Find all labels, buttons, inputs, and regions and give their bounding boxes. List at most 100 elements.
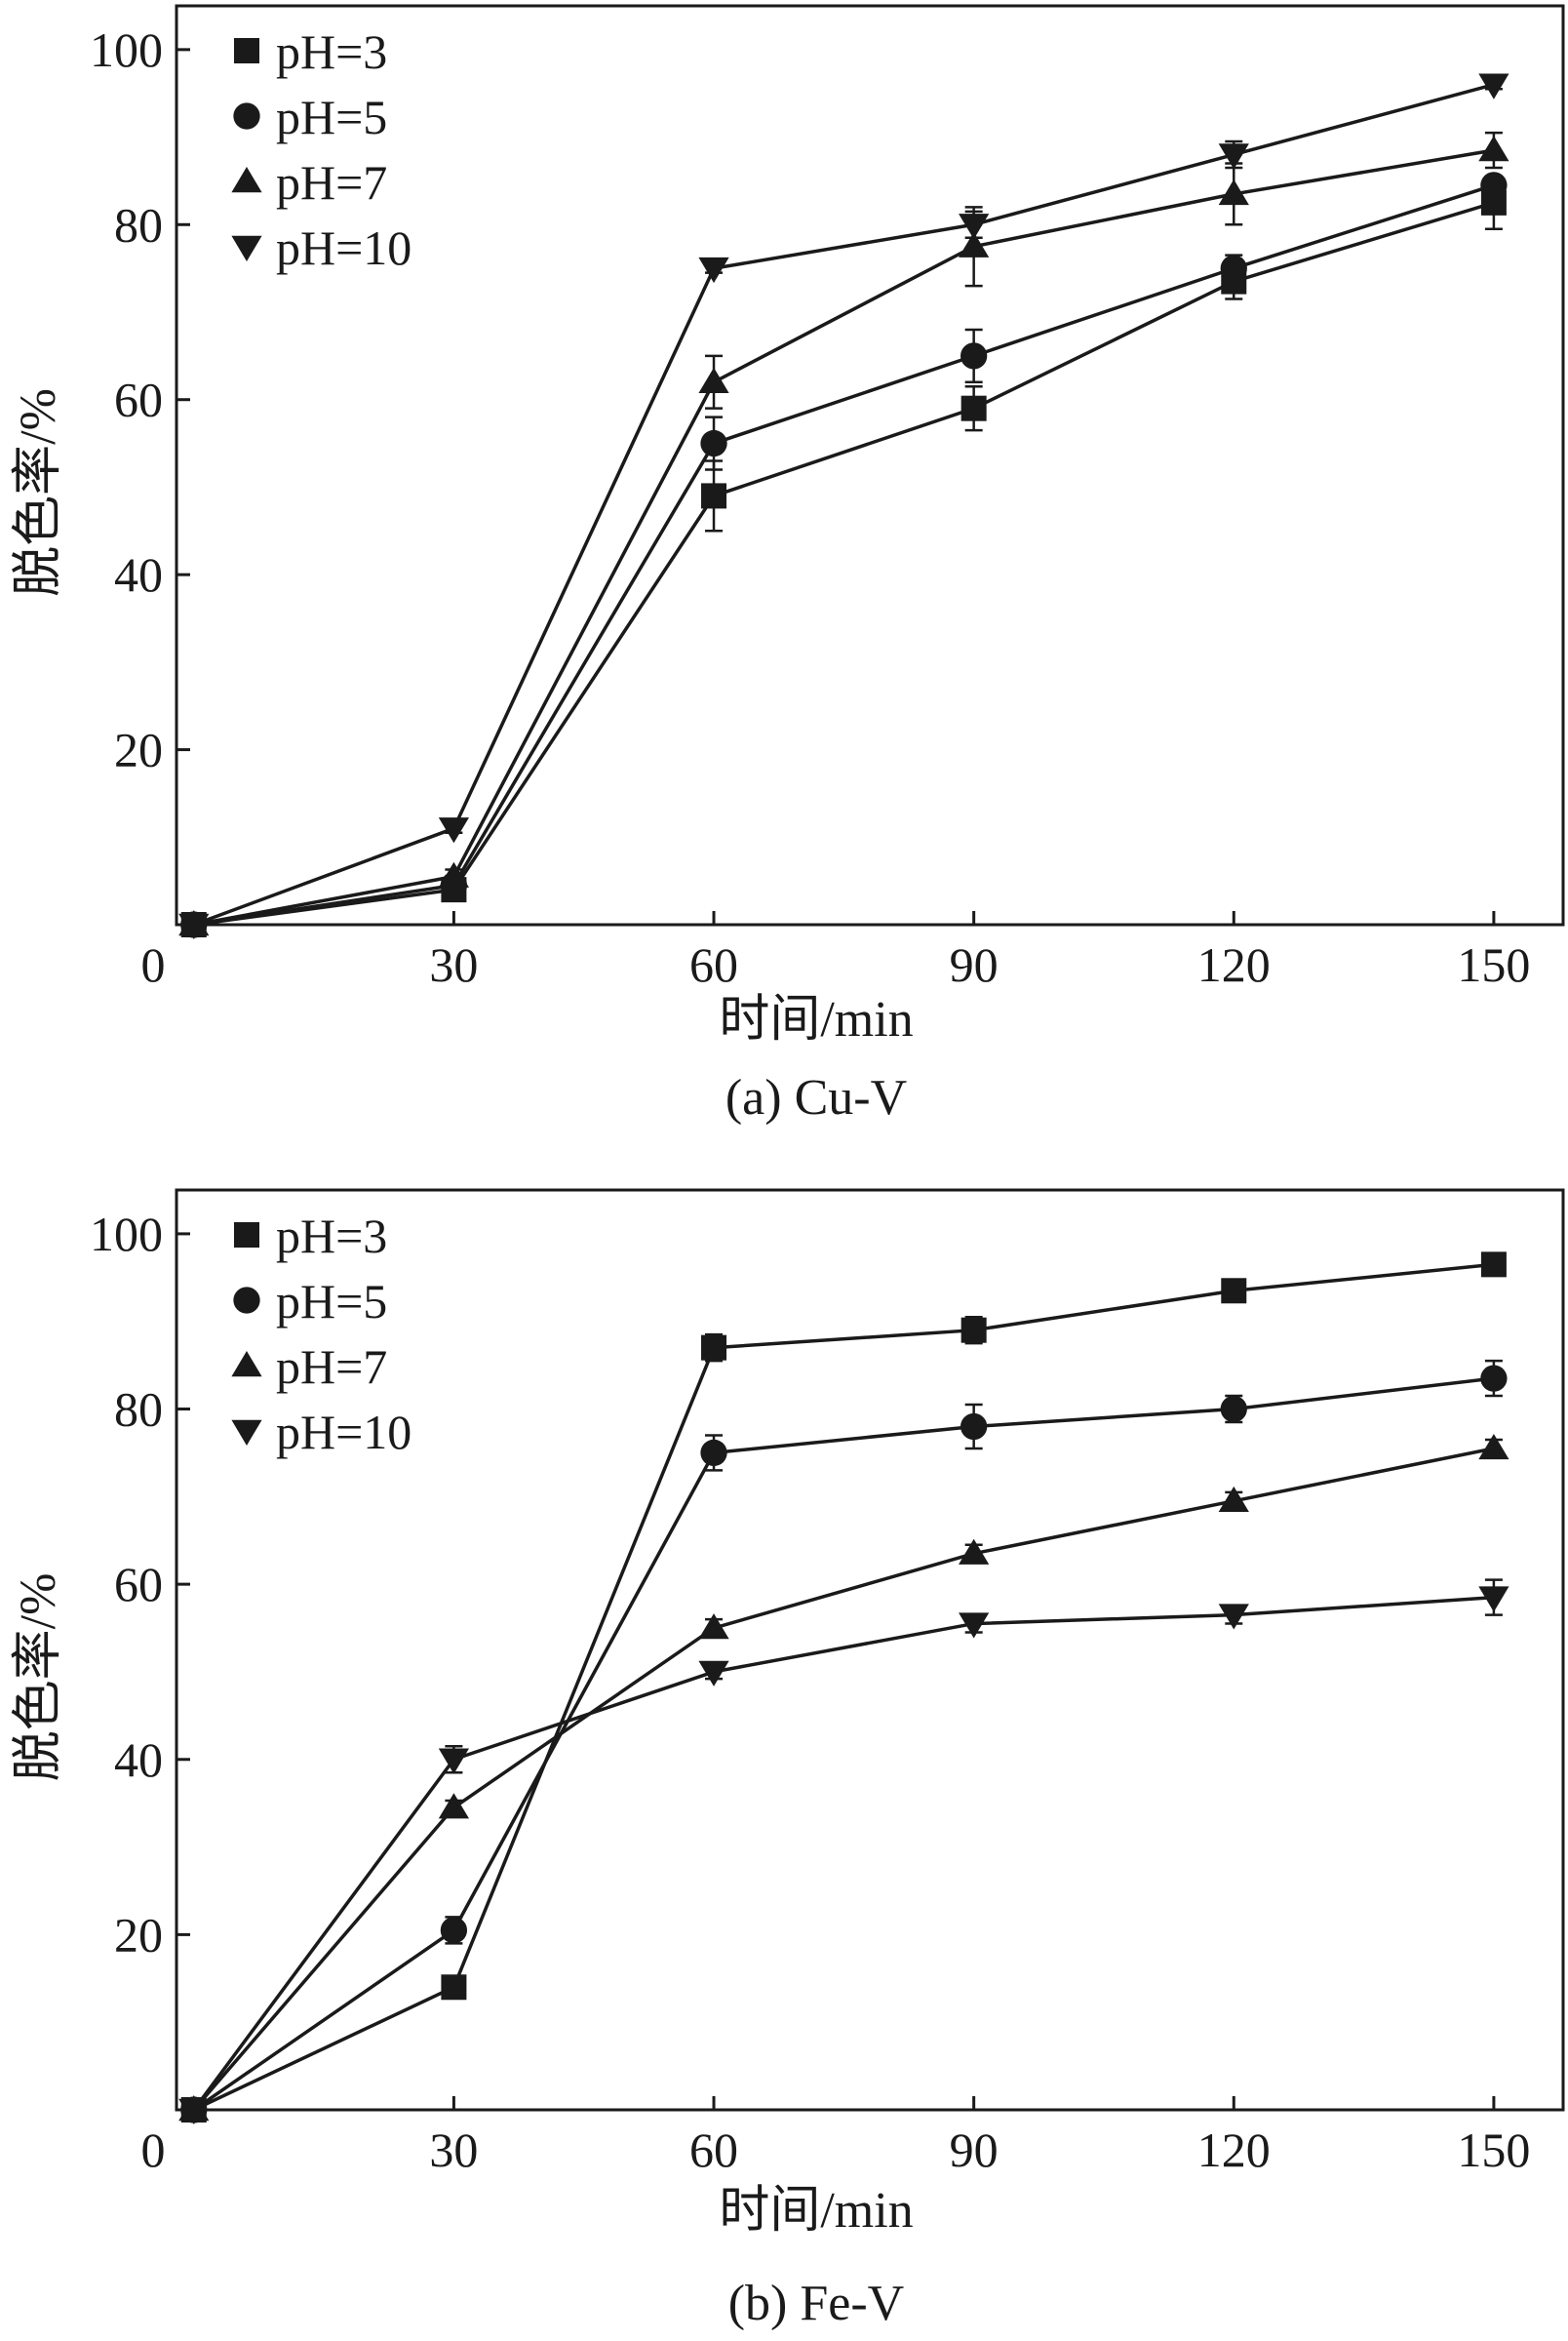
- panel-b-legend-marker-ph-7: [231, 1351, 262, 1377]
- panel-b-line-ph-7: [192, 1447, 1495, 2112]
- panel-b-legend-label-ph-3: pH=3: [276, 1209, 387, 1263]
- panel-a-point-ph-3: [960, 395, 987, 421]
- panel-b-point-ph-10: [959, 1612, 990, 1639]
- panel-a-point-ph-7: [438, 861, 469, 888]
- panel-b-y-tick-label: 60: [114, 1557, 163, 1611]
- panel-a-x-axis-label: 时间/min: [719, 992, 913, 1048]
- panel-b-y-tick-label: 40: [114, 1732, 163, 1787]
- panel-b-legend-marker-ph-3: [234, 1222, 259, 1248]
- panel-a-x-tick-label: 150: [1457, 937, 1530, 992]
- panel-a-x-tick-labels: 0 30 60 90 120 150: [141, 937, 1531, 992]
- panel-a-line-ph-10: [193, 83, 1495, 927]
- panel-a-x-tick-label: 120: [1197, 937, 1271, 992]
- panel-a-point-ph-10: [959, 214, 990, 240]
- panel-a-point-ph-10: [1478, 73, 1509, 99]
- panel-a-legend-label-ph-10: pH=10: [276, 220, 412, 275]
- panel-a-x-tick-label: 60: [689, 937, 738, 992]
- panel-a-y-tick-label: 80: [114, 197, 163, 252]
- panel-a-error-bars: [445, 79, 1503, 898]
- panel-a-series-lines: [193, 83, 1495, 927]
- panel-b-x-axis-label: 时间/min: [719, 2183, 913, 2239]
- panel-a-point-ph-5: [700, 429, 727, 457]
- panel-a-point-ph-7: [1478, 136, 1509, 162]
- panel-a-legend-marker-ph-5: [233, 102, 260, 130]
- panel-b-point-ph-10: [178, 2098, 210, 2124]
- panel-b-legend: pH=3 pH=5 pH=7 pH=10: [231, 1209, 412, 1459]
- panel-a-y-tick-label: 40: [114, 547, 163, 602]
- panel-b-point-ph-7: [698, 1613, 729, 1640]
- panel-b-line-ph-10: [192, 1595, 1495, 2112]
- panel-b-point-ph-7: [959, 1538, 990, 1565]
- panel-b-x-tick-label: 150: [1457, 2123, 1530, 2177]
- panel-a-legend-label-ph-7: pH=7: [276, 155, 387, 210]
- panel-b-legend-label-ph-5: pH=5: [276, 1274, 387, 1329]
- panel-b-y-tick-label: 100: [90, 1207, 163, 1261]
- panel-b-x-tick-labels: 0 30 60 90 120 150: [141, 2123, 1531, 2177]
- panel-b-point-ph-5: [700, 1439, 727, 1467]
- panel-a-x-tick-label: 30: [429, 937, 478, 992]
- panel-b-x-tick-label: 30: [429, 2123, 478, 2177]
- panel-a-legend-marker-ph-10: [231, 235, 262, 261]
- panel-b-line-ph-5: [192, 1376, 1495, 2112]
- panel-a-y-tick-label: 60: [114, 373, 163, 427]
- panel-a-point-ph-5: [960, 342, 988, 370]
- panel-b-axes-frame: [175, 1188, 1565, 2112]
- panel-a-point-ph-10: [1218, 143, 1249, 170]
- panel-a-legend-marker-ph-3: [234, 38, 259, 63]
- panel-b-point-ph-3: [960, 1317, 987, 1343]
- panel-b-legend-label-ph-7: pH=7: [276, 1339, 387, 1394]
- panel-b-point-ph-3: [1221, 1278, 1247, 1304]
- panel-b-legend-marker-ph-5: [233, 1287, 260, 1314]
- panel-b-x-tick-label: 120: [1197, 2123, 1271, 2177]
- panel-b-markers: [178, 1251, 1509, 2124]
- panel-a-point-ph-3: [701, 483, 727, 509]
- panel-a-line-ph-5: [193, 183, 1495, 927]
- panel-a-legend: pH=3 pH=5 pH=7 pH=10: [231, 24, 412, 275]
- panel-b-y-tick-labels: 20 40 60 80 100: [90, 1207, 163, 1962]
- panel-a-point-ph-7: [698, 367, 729, 393]
- panel-a-y-axis-label: 脱色率/%: [11, 388, 66, 597]
- panel-a-point-ph-10: [178, 913, 210, 939]
- panel-a-line-ph-3: [193, 201, 1495, 927]
- panel-a-point-ph-10: [698, 257, 729, 284]
- panel-b-point-ph-3: [441, 1974, 467, 2001]
- panel-b-y-tick-label: 20: [114, 1907, 163, 1962]
- panel-a-point-ph-10: [438, 817, 469, 844]
- panel-a-y-tick-labels: 20 40 60 80 100: [90, 22, 163, 777]
- panel-a-x-tick-label: 90: [950, 937, 999, 992]
- panel-a-line-ph-7: [193, 148, 1495, 927]
- panel-a-legend-marker-ph-7: [231, 167, 262, 193]
- panel-b-series-lines: [192, 1262, 1495, 2112]
- panel-a-point-ph-5: [1220, 255, 1247, 282]
- panel-a-x-tick-label: 0: [141, 937, 166, 992]
- panel-b-x-tick-label: 0: [141, 2123, 166, 2177]
- panel-b-point-ph-5: [960, 1412, 988, 1441]
- panel-a-point-ph-7: [1218, 179, 1249, 206]
- panel-a-axes-frame: [175, 4, 1565, 927]
- panel-a-legend-label-ph-5: pH=5: [276, 90, 387, 144]
- panel-b-point-ph-3: [1480, 1251, 1507, 1278]
- panel-b-point-ph-7: [1478, 1433, 1509, 1460]
- panel-b-point-ph-5: [1220, 1395, 1247, 1423]
- panel-b-point-ph-10: [438, 1748, 469, 1774]
- panel-b-point-ph-3: [701, 1334, 727, 1361]
- panel-b-y-tick-label: 80: [114, 1382, 163, 1437]
- panel-b-point-ph-10: [698, 1660, 729, 1686]
- panel-b-caption: (b) Fe-V: [728, 2276, 905, 2331]
- panel-b-line-ph-3: [193, 1262, 1495, 2112]
- panel-a-legend-label-ph-3: pH=3: [276, 24, 387, 79]
- panel-b-point-ph-10: [1218, 1604, 1249, 1630]
- panel-b-legend-label-ph-10: pH=10: [276, 1405, 412, 1459]
- panel-b-point-ph-10: [1478, 1586, 1509, 1612]
- panel-b-point-ph-7: [1218, 1486, 1249, 1513]
- panel-a-y-tick-label: 100: [90, 22, 163, 77]
- panel-b-point-ph-5: [440, 1917, 468, 1944]
- panel-b-legend-marker-ph-10: [231, 1419, 262, 1446]
- panel-a-point-ph-7: [959, 231, 990, 258]
- panel-b-x-tick-label: 90: [950, 2123, 999, 2177]
- panel-a-y-tick-label: 20: [114, 723, 163, 777]
- panel-b-x-tick-label: 60: [689, 2123, 738, 2177]
